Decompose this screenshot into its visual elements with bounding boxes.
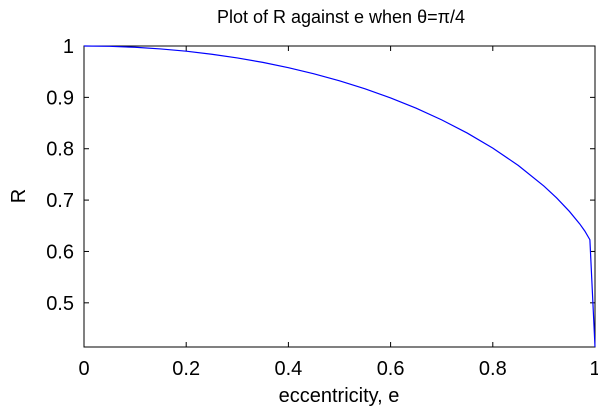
x-tick-label: 0 (78, 358, 89, 380)
y-tick-label: 1 (63, 36, 74, 58)
x-axis-label: eccentricity, e (279, 385, 400, 407)
chart-title: Plot of R against e when θ=π/4 (217, 7, 465, 27)
y-tick-label: 0.6 (46, 241, 74, 263)
y-tick-label: 0.9 (46, 87, 74, 109)
series-line (83, 45, 596, 347)
x-tick-label: 0.6 (377, 358, 405, 380)
x-tick-label: 0.8 (479, 358, 507, 380)
y-tick-label: 0.5 (46, 293, 74, 315)
y-tick-label: 0.7 (46, 190, 74, 212)
y-tick-label: 0.8 (46, 139, 74, 161)
x-tick-label: 0.4 (274, 358, 302, 380)
x-axis: 0 0.2 0.4 0.6 0.8 1 (78, 46, 598, 380)
plot-area (83, 45, 596, 348)
x-tick-label: 1 (589, 358, 598, 380)
y-axis: 0.5 0.6 0.7 0.8 0.9 1 (46, 36, 595, 315)
series-layer (83, 45, 596, 347)
x-tick-label: 0.2 (172, 358, 200, 380)
y-axis-label: R (8, 189, 30, 203)
